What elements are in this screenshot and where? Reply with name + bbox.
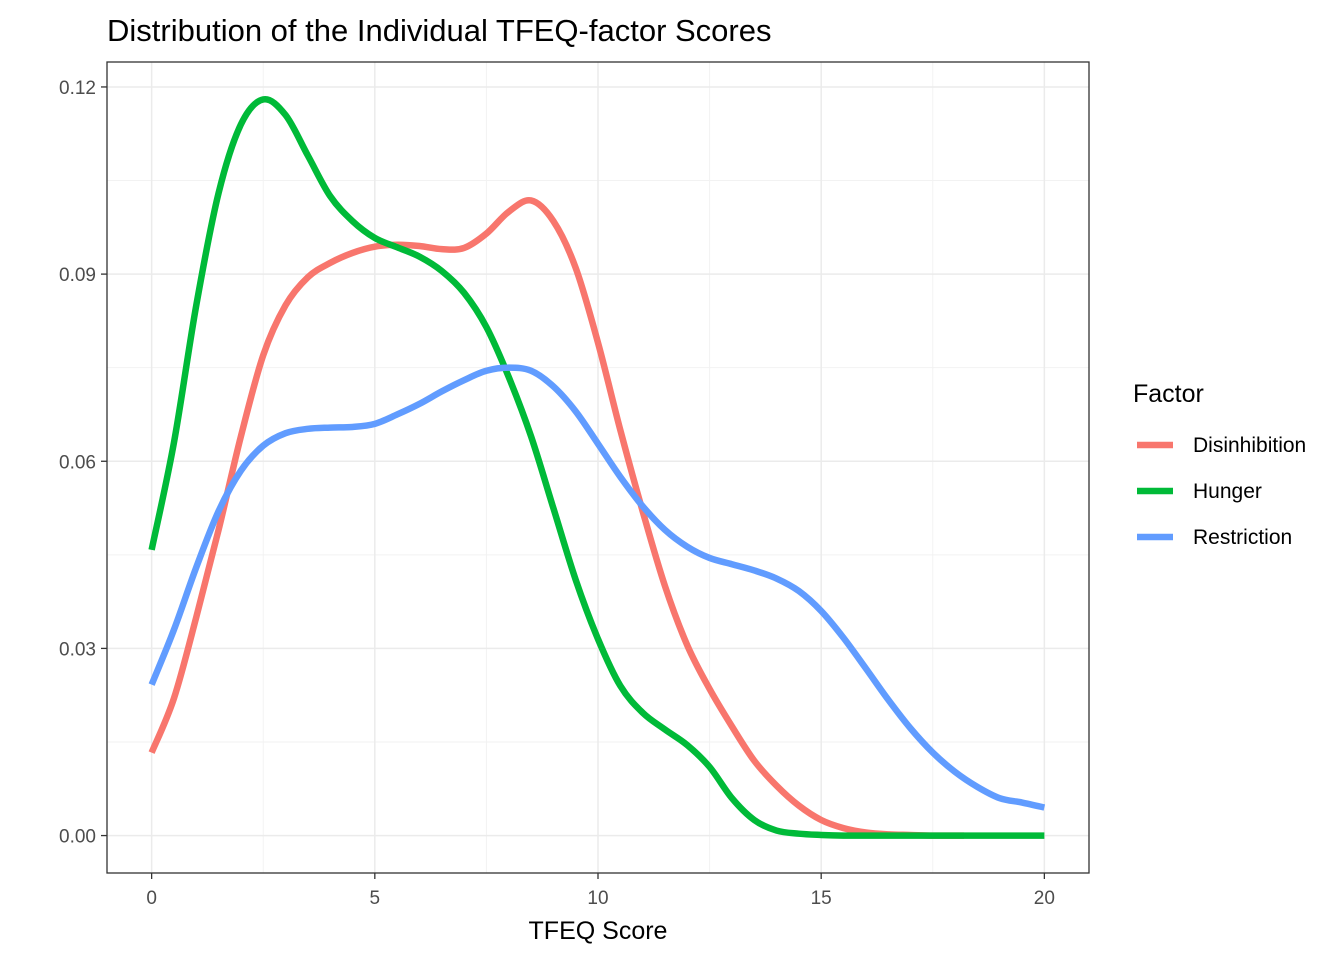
- y-tick-label: 0.03: [59, 639, 96, 660]
- x-tick-label: 15: [811, 888, 832, 909]
- legend-label-hunger: Hunger: [1193, 480, 1262, 503]
- x-tick-label: 10: [587, 888, 608, 909]
- chart-title: Distribution of the Individual TFEQ-fact…: [107, 13, 772, 48]
- y-tick-label: 0.09: [59, 265, 96, 286]
- y-axis: 0.00 0.03 0.06 0.09 0.12: [59, 78, 107, 848]
- legend: Factor Disinhibition Hunger Restriction: [1133, 380, 1306, 549]
- major-gridlines: [107, 62, 1089, 873]
- x-axis: 0 5 10 15 20: [146, 873, 1055, 909]
- legend-label-disinhibition: Disinhibition: [1193, 434, 1306, 457]
- legend-item-disinhibition: Disinhibition: [1137, 434, 1306, 457]
- legend-items: Disinhibition Hunger Restriction: [1137, 434, 1306, 549]
- legend-item-hunger: Hunger: [1137, 480, 1262, 503]
- y-tick-label: 0.00: [59, 827, 96, 848]
- x-tick-label: 5: [370, 888, 381, 909]
- legend-item-restriction: Restriction: [1137, 526, 1292, 549]
- series-line-restriction: [148, 364, 1046, 811]
- y-tick-label: 0.06: [59, 452, 96, 473]
- legend-label-restriction: Restriction: [1193, 526, 1292, 549]
- series-line-hunger: [148, 96, 1045, 839]
- x-axis-title: TFEQ Score: [529, 917, 668, 945]
- y-tick-label: 0.12: [59, 78, 96, 99]
- series-line-disinhibition: [148, 197, 965, 839]
- plot-panel: [106, 61, 1090, 874]
- legend-title: Factor: [1133, 380, 1204, 408]
- x-tick-label: 20: [1034, 888, 1055, 909]
- x-tick-label: 0: [146, 888, 157, 909]
- series-lines: [148, 96, 1046, 839]
